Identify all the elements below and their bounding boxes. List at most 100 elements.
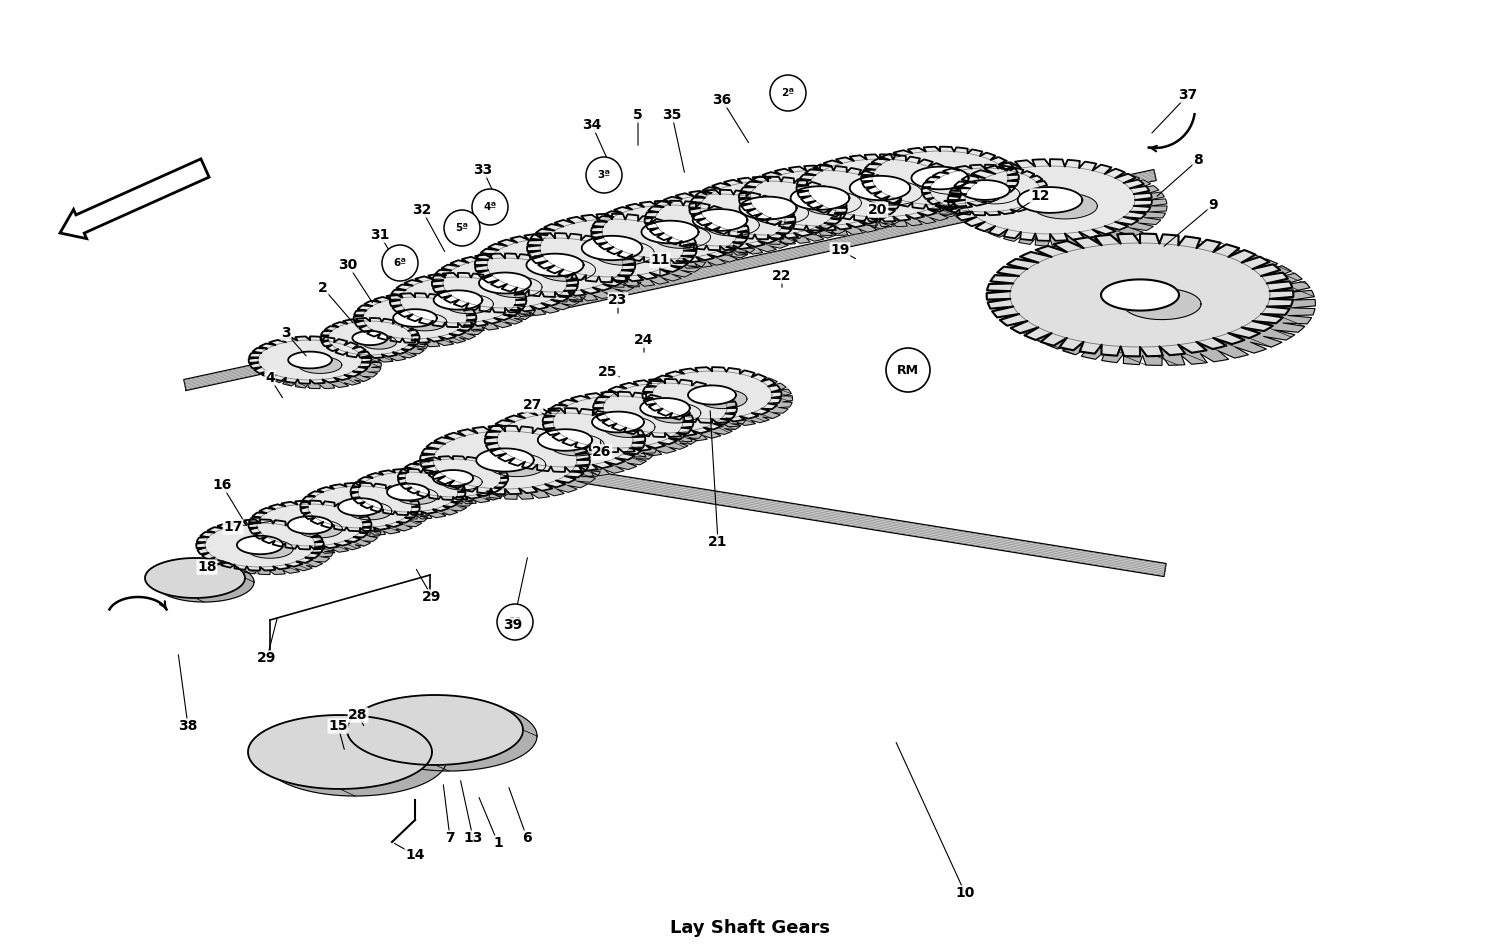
Polygon shape: [432, 254, 578, 312]
Polygon shape: [752, 170, 914, 236]
Polygon shape: [924, 171, 981, 194]
Polygon shape: [642, 220, 699, 243]
Polygon shape: [960, 180, 1010, 200]
Polygon shape: [390, 272, 526, 327]
Text: Lay Shaft Gears: Lay Shaft Gears: [670, 919, 830, 937]
Text: 2: 2: [318, 281, 328, 295]
Polygon shape: [476, 233, 634, 297]
Polygon shape: [321, 318, 420, 358]
Text: 31: 31: [370, 228, 390, 242]
Polygon shape: [554, 396, 705, 457]
Polygon shape: [1101, 279, 1179, 310]
Polygon shape: [396, 487, 438, 504]
Polygon shape: [963, 166, 1167, 247]
Polygon shape: [433, 470, 472, 486]
Polygon shape: [688, 385, 736, 405]
Polygon shape: [603, 416, 656, 437]
Polygon shape: [310, 487, 430, 535]
Polygon shape: [444, 294, 494, 314]
Text: 13: 13: [464, 831, 483, 845]
Polygon shape: [640, 398, 690, 418]
Text: 24: 24: [634, 333, 654, 347]
Polygon shape: [262, 722, 447, 796]
Polygon shape: [604, 384, 748, 442]
Polygon shape: [249, 500, 372, 550]
Text: 17: 17: [224, 520, 243, 534]
Polygon shape: [592, 379, 736, 437]
Polygon shape: [393, 309, 436, 326]
Polygon shape: [362, 335, 396, 349]
Text: 25: 25: [598, 365, 618, 379]
Circle shape: [770, 75, 806, 111]
Polygon shape: [592, 412, 644, 432]
Polygon shape: [808, 159, 975, 227]
Polygon shape: [352, 331, 387, 345]
Text: 10: 10: [956, 886, 975, 900]
Text: 22: 22: [772, 269, 792, 283]
Polygon shape: [362, 701, 537, 771]
Polygon shape: [699, 390, 747, 409]
Polygon shape: [433, 290, 483, 309]
Polygon shape: [693, 209, 747, 231]
Text: 2ª: 2ª: [782, 88, 795, 98]
Polygon shape: [249, 337, 372, 383]
Text: 7: 7: [446, 831, 454, 845]
Text: 36: 36: [712, 93, 732, 107]
Circle shape: [586, 157, 622, 193]
Text: 16: 16: [213, 478, 231, 492]
Text: 15: 15: [328, 719, 348, 733]
Polygon shape: [740, 197, 796, 219]
Polygon shape: [488, 453, 546, 477]
Polygon shape: [603, 205, 760, 269]
Polygon shape: [363, 297, 486, 347]
Circle shape: [496, 604, 532, 640]
Text: 33: 33: [474, 163, 492, 177]
Polygon shape: [873, 151, 1030, 215]
Polygon shape: [538, 258, 596, 281]
FancyArrow shape: [60, 159, 208, 238]
Polygon shape: [184, 169, 1156, 391]
Polygon shape: [196, 519, 324, 570]
Polygon shape: [404, 313, 447, 331]
Text: 5: 5: [633, 108, 644, 122]
Polygon shape: [1008, 242, 1316, 365]
Polygon shape: [922, 165, 1048, 216]
Polygon shape: [237, 535, 284, 554]
Text: 39: 39: [504, 618, 522, 632]
Text: 12: 12: [1030, 189, 1050, 203]
Polygon shape: [740, 166, 902, 231]
Text: 3: 3: [280, 326, 291, 340]
Circle shape: [472, 189, 508, 225]
Text: 28: 28: [348, 708, 368, 722]
Polygon shape: [688, 177, 847, 239]
Polygon shape: [360, 473, 474, 519]
Polygon shape: [406, 460, 517, 504]
Text: 20: 20: [868, 203, 888, 217]
Polygon shape: [346, 695, 524, 765]
Text: 30: 30: [339, 258, 357, 272]
Text: 9: 9: [1208, 198, 1218, 212]
Polygon shape: [398, 456, 508, 499]
Text: 4ª: 4ª: [483, 202, 496, 212]
Polygon shape: [526, 254, 584, 276]
Polygon shape: [1017, 187, 1083, 213]
Text: 1: 1: [494, 836, 502, 850]
Text: 11: 11: [651, 253, 669, 267]
Polygon shape: [248, 540, 292, 558]
Polygon shape: [543, 392, 693, 452]
Polygon shape: [1124, 289, 1202, 320]
Polygon shape: [484, 408, 645, 472]
Polygon shape: [790, 186, 849, 210]
Polygon shape: [387, 483, 429, 500]
Text: 27: 27: [524, 398, 543, 412]
Polygon shape: [594, 241, 654, 265]
Polygon shape: [651, 403, 700, 423]
Text: 4: 4: [266, 371, 274, 385]
Circle shape: [886, 348, 930, 392]
Polygon shape: [351, 469, 465, 515]
Polygon shape: [705, 214, 759, 236]
Polygon shape: [288, 517, 333, 534]
Text: 3ª: 3ª: [597, 170, 610, 180]
Polygon shape: [338, 499, 382, 516]
Polygon shape: [912, 166, 969, 189]
